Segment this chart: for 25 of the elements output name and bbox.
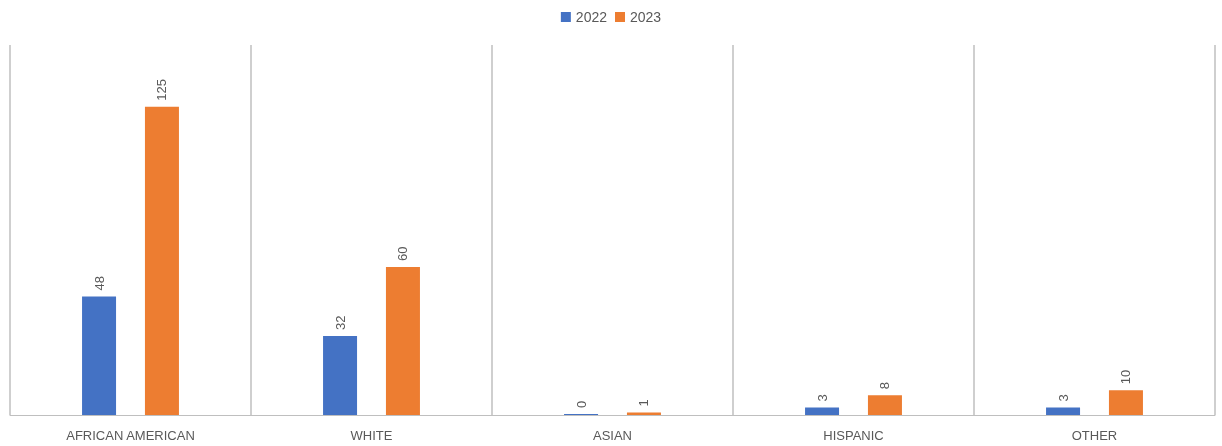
x-tick-label: HISPANIC bbox=[823, 428, 884, 443]
data-label: 3 bbox=[1055, 394, 1071, 402]
data-label: 8 bbox=[877, 382, 893, 390]
bar bbox=[805, 407, 840, 415]
data-label: 3 bbox=[814, 394, 830, 402]
x-tick-label: ASIAN bbox=[592, 428, 633, 443]
legend-label: 2023 bbox=[630, 9, 662, 25]
data-label: 125 bbox=[154, 78, 170, 101]
x-tick-label: WHITE bbox=[350, 428, 393, 443]
data-label: 60 bbox=[395, 246, 411, 261]
x-tick-label: AFRICAN AMERICAN bbox=[66, 428, 195, 443]
data-label: 1 bbox=[636, 399, 652, 407]
data-label: 10 bbox=[1118, 369, 1134, 385]
data-label: 48 bbox=[91, 276, 107, 291]
bar bbox=[1108, 390, 1143, 415]
bar bbox=[323, 336, 358, 415]
legend-label: 2022 bbox=[575, 9, 608, 25]
bar bbox=[82, 296, 117, 415]
bar bbox=[385, 267, 420, 415]
bar bbox=[144, 106, 179, 415]
data-label: 0 bbox=[573, 400, 589, 408]
data-label: 32 bbox=[332, 315, 348, 331]
bar bbox=[1046, 407, 1081, 415]
x-tick-label: OTHER bbox=[1071, 428, 1118, 443]
bar bbox=[867, 395, 902, 415]
